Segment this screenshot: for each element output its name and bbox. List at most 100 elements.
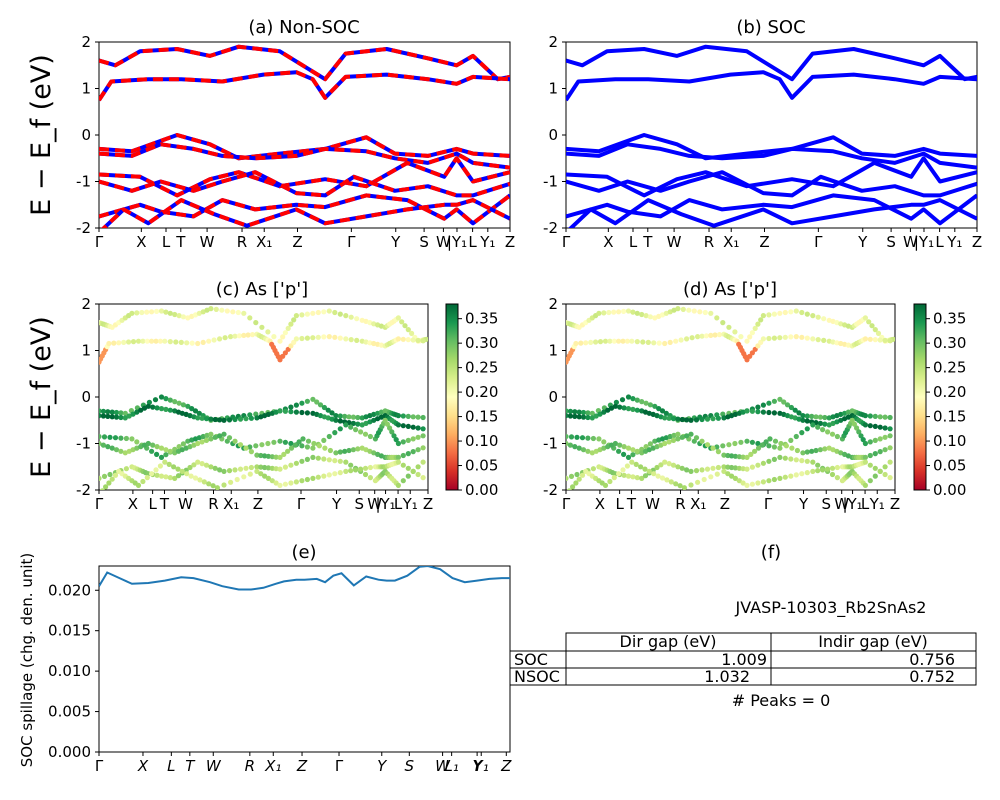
panel-c-point	[149, 338, 155, 344]
panel-d-point	[732, 411, 739, 417]
panel-d-point	[766, 312, 772, 318]
panel-a-band-nsoc-7	[101, 198, 510, 228]
panel-d-point	[612, 440, 619, 447]
panel-d-point	[670, 416, 677, 422]
panel-c-point	[192, 475, 199, 481]
panel-d-xtick-label: R	[675, 495, 685, 513]
panel-d-point	[821, 337, 827, 343]
panel-c-point	[288, 404, 294, 410]
panel-a-xtick-label: Y₁	[479, 233, 495, 251]
panel-d-point	[867, 413, 873, 419]
panel-c-point	[195, 459, 201, 465]
panel-d-point	[872, 327, 878, 333]
panel-d-point	[688, 482, 694, 488]
panel-d-point	[793, 308, 799, 314]
panel-a-xtick-label: S	[419, 233, 429, 251]
panel-d-point	[567, 408, 574, 414]
panel-d-point	[639, 399, 645, 405]
panel-d-ytick-label: 0	[548, 388, 558, 406]
panel-c-point	[395, 482, 401, 488]
panel-d-point	[849, 417, 855, 423]
panel-c-point	[316, 443, 322, 449]
panel-c-point	[248, 449, 254, 455]
panel-c-point	[288, 321, 294, 327]
panel-d-point	[799, 471, 805, 477]
panel-c-point	[265, 453, 271, 459]
panel-c-point	[241, 310, 247, 316]
panel-d-point	[804, 449, 810, 455]
panel-d-point	[858, 433, 864, 439]
panel-d-point	[755, 480, 761, 486]
panel-c-point	[326, 334, 332, 340]
panel-d-point	[675, 306, 681, 312]
panel-d-point	[679, 434, 685, 440]
panel-c-point	[214, 485, 220, 490]
panel-d-point	[788, 334, 794, 340]
panel-d-point	[671, 307, 677, 313]
panel-d-point	[580, 414, 587, 420]
panel-d-point	[697, 309, 703, 315]
panel-c-point	[262, 473, 268, 479]
panel-c-point	[265, 329, 271, 335]
panel-d-point	[663, 310, 669, 316]
panel-c-point	[415, 471, 421, 478]
panel-c-point	[310, 396, 316, 402]
panel-c-point	[208, 431, 214, 437]
panel-d-xtick-label: W	[645, 495, 660, 513]
panel-c-point	[358, 466, 364, 472]
panel-d-point	[804, 470, 810, 476]
panel-d-point	[620, 338, 626, 344]
panel-c-point	[400, 336, 406, 342]
panel-c-point	[371, 340, 377, 347]
panel-c-point	[277, 482, 283, 488]
panel-c-point	[393, 437, 399, 443]
panel-c-point	[420, 414, 426, 421]
panel-c-point	[355, 446, 361, 452]
panel-d-point	[887, 445, 893, 451]
ylabel-spillage: SOC spillage (chg. den. unit)	[18, 553, 36, 768]
panel-c-point	[395, 440, 401, 447]
panel-e-xtick-label: L₁	[444, 757, 458, 775]
panel-d-point	[621, 451, 627, 457]
panel-d-point	[608, 405, 615, 411]
panel-d-point	[585, 414, 591, 421]
panel-c-point	[212, 434, 218, 440]
panel-c-point	[217, 433, 223, 439]
panel-c-point	[299, 400, 305, 406]
panel-d-point	[726, 324, 732, 330]
panel-d-point	[799, 334, 805, 340]
panel-d-point	[639, 311, 645, 318]
panel-c-point	[158, 308, 165, 314]
panel-d-point	[782, 334, 788, 340]
panel-c-point	[321, 404, 327, 411]
panel-c-ytick-label: -1	[76, 435, 91, 453]
panel-d-point	[634, 310, 640, 316]
panel-c-point	[179, 447, 185, 453]
panel-d-point	[616, 448, 622, 454]
panel-d-point	[601, 409, 607, 415]
panel-d-point	[725, 471, 731, 477]
panel-c-point	[111, 340, 117, 346]
panel-d-point	[667, 339, 673, 345]
panel-d-point	[725, 452, 731, 459]
panel-d-point	[793, 334, 799, 340]
panel-c-point	[265, 440, 271, 447]
panel-d-point	[788, 437, 794, 443]
panel-c-point	[211, 337, 217, 343]
panel-d-point	[596, 310, 602, 316]
panel-b-xtick-label: R	[704, 233, 714, 251]
panel-d-point	[820, 427, 826, 433]
panel-d-point	[789, 445, 795, 451]
panel-d-point	[670, 462, 677, 468]
panel-d-point	[576, 414, 582, 420]
panel-c-point	[321, 309, 327, 315]
panel-d-point	[800, 417, 806, 423]
panel-a-xtick-label: L	[468, 233, 477, 251]
panel-d-point	[621, 308, 627, 314]
panel-a-xtick-label: X₁	[256, 233, 272, 251]
panel-d-point	[597, 339, 604, 345]
panel-d-point	[666, 461, 672, 467]
panel-c-point	[167, 475, 173, 481]
panel-c-xtick-label: W	[367, 495, 382, 513]
panel-c-point	[415, 414, 421, 420]
